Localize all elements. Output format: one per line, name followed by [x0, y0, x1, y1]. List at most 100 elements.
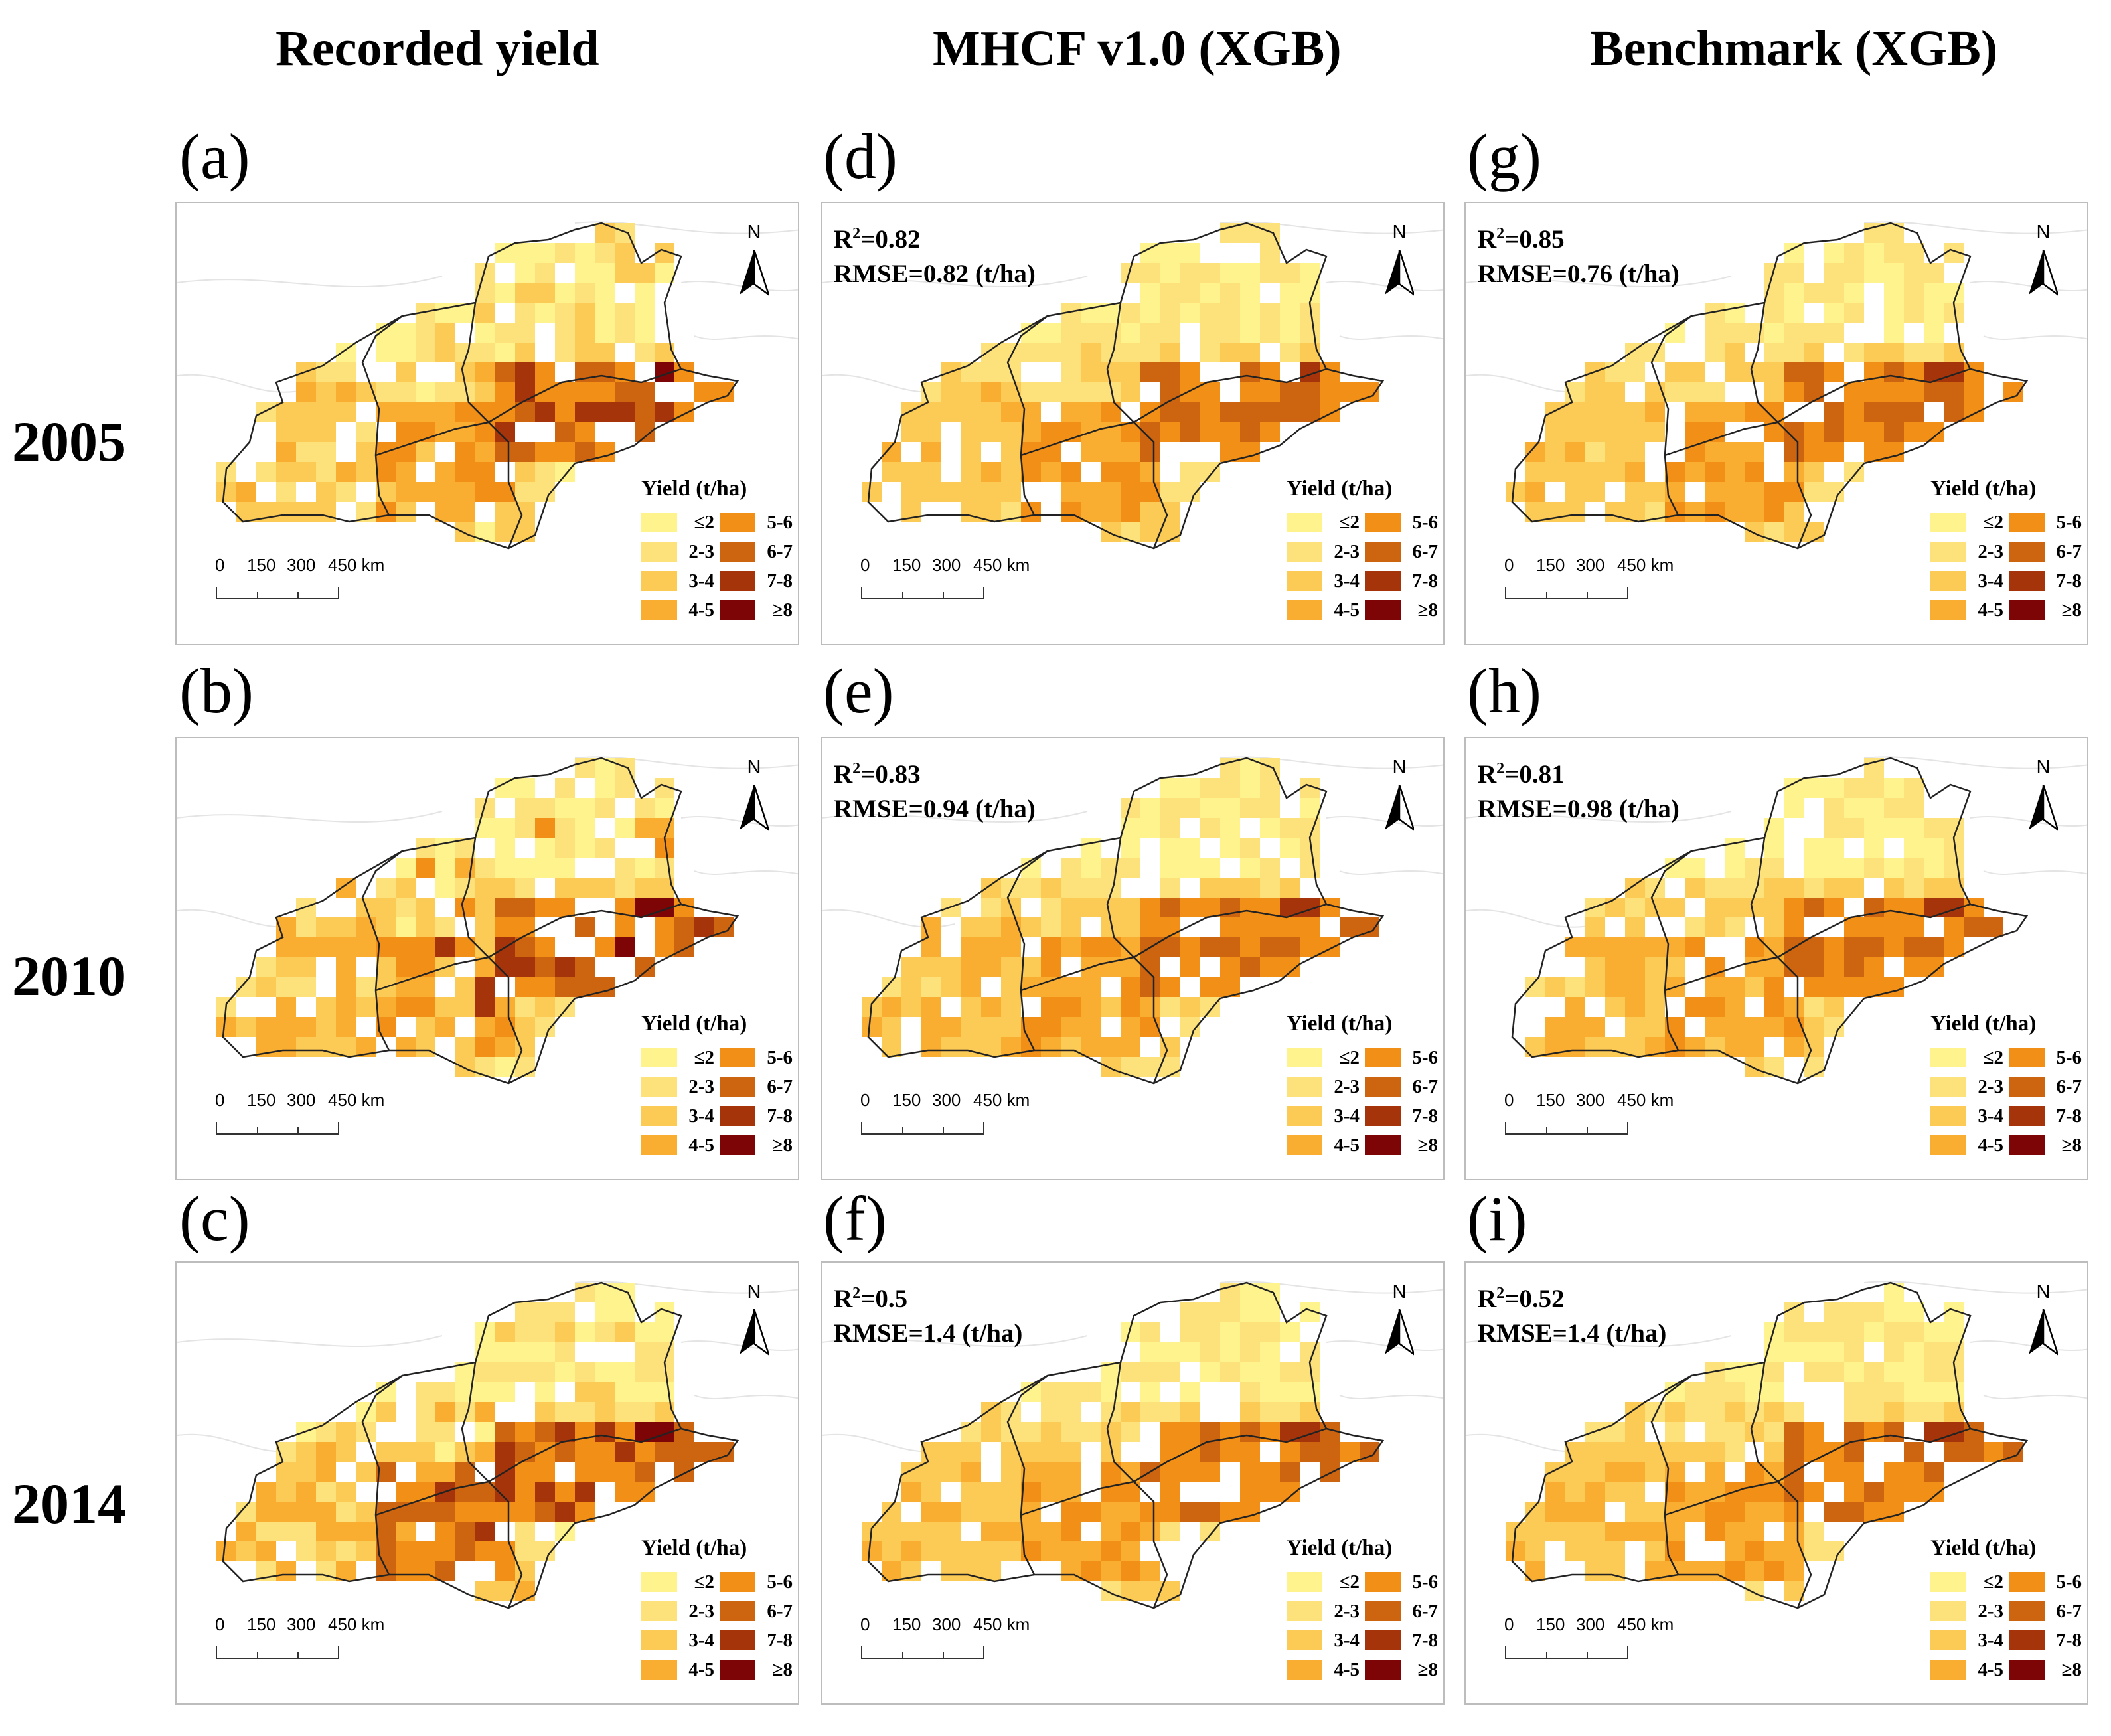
yield-cell — [961, 1541, 981, 1561]
yield-cell — [655, 1342, 674, 1362]
north-arrow-icon — [740, 785, 769, 831]
legend-label: 7-8 — [767, 570, 793, 592]
legend-item: 4-5 — [1287, 1134, 1362, 1156]
yield-cell — [1081, 303, 1101, 323]
yield-cell — [376, 1522, 396, 1541]
legend-label: ≤2 — [1339, 512, 1360, 533]
yield-cell — [1784, 502, 1804, 522]
yield-cell — [1101, 997, 1121, 1017]
yield-cell — [1904, 1442, 1924, 1462]
yield-cell — [1645, 402, 1665, 422]
yield-cell — [1944, 1382, 1964, 1402]
yield-cell — [1041, 997, 1061, 1017]
yield-cell — [555, 283, 575, 303]
province-boundary — [1664, 956, 1778, 992]
yield-cell — [276, 402, 296, 422]
yield-cell — [1864, 263, 1884, 283]
yield-cell — [435, 402, 455, 422]
yield-cell — [1605, 1462, 1625, 1482]
yield-cell — [1180, 1342, 1200, 1362]
yield-cell — [1160, 1462, 1180, 1482]
yield-cell — [1041, 1037, 1061, 1057]
yield-cell — [1160, 1482, 1180, 1502]
yield-cell — [216, 1017, 236, 1037]
yield-cell — [1061, 1017, 1081, 1037]
yield-cell — [296, 1017, 316, 1037]
yield-cell — [941, 957, 961, 977]
yield-cell — [1001, 878, 1021, 898]
yield-cell — [316, 462, 336, 482]
yield-cell — [1160, 1522, 1180, 1541]
yield-cell — [1041, 462, 1061, 482]
legend-item: 6-7 — [720, 540, 795, 563]
yield-cell — [901, 977, 921, 997]
yield-cell — [455, 1057, 475, 1077]
row-label-2014: 2014 — [12, 1472, 126, 1536]
yield-cell — [1804, 283, 1824, 303]
yield-cell — [1260, 1382, 1280, 1402]
yield-cell — [1545, 1482, 1565, 1502]
yield-map — [822, 221, 1443, 550]
yield-cell — [256, 1541, 276, 1561]
yield-cell — [615, 243, 635, 263]
yield-cell — [1300, 818, 1320, 838]
yield-cell — [435, 1402, 455, 1422]
yield-cell — [296, 382, 316, 402]
legend-swatch — [720, 1660, 755, 1680]
yield-cell — [1745, 522, 1764, 542]
scale-tick-label: 0 — [215, 1615, 225, 1634]
yield-cell — [1300, 382, 1320, 402]
yield-cell — [1180, 462, 1200, 482]
yield-cell — [575, 1402, 595, 1422]
yield-cell — [1884, 798, 1904, 818]
yield-cell — [1280, 1362, 1300, 1382]
yield-cell — [595, 937, 615, 957]
model-stats: R2=0.5 RMSE=1.4 (t/ha) — [834, 1276, 1022, 1351]
yield-cell — [1705, 1462, 1725, 1482]
yield-cell — [1140, 343, 1160, 362]
yield-cell — [475, 1382, 495, 1402]
yield-cell — [1200, 878, 1220, 898]
yield-cell — [1764, 1422, 1784, 1442]
legend-item: 2-3 — [1287, 540, 1362, 563]
yield-cell — [1804, 957, 1824, 977]
yield-cell — [981, 1522, 1001, 1541]
yield-cell — [981, 1502, 1001, 1522]
yield-cell — [515, 997, 535, 1017]
yield-cell — [1824, 283, 1844, 303]
province-boundary — [1133, 368, 1327, 424]
yield-cell — [1725, 482, 1745, 502]
yield-cell — [595, 402, 615, 422]
legend-label: 7-8 — [2056, 570, 2082, 592]
yield-cell — [1200, 1342, 1220, 1362]
yield-cell — [535, 1382, 555, 1402]
panel-label: (a) — [179, 121, 250, 192]
province-boundary — [1750, 302, 1778, 423]
yield-cell — [1180, 997, 1200, 1017]
yield-cell — [1844, 1362, 1864, 1382]
yield-cell — [416, 858, 435, 878]
yield-cell — [1665, 1561, 1685, 1581]
legend-swatch — [720, 1106, 755, 1126]
legend-item: 2-3 — [1287, 1075, 1362, 1098]
yield-cell — [1300, 1442, 1320, 1462]
yield-cell — [1725, 878, 1745, 898]
yield-cell — [1320, 1462, 1340, 1482]
yield-cell — [316, 362, 336, 382]
yield-cell — [1200, 898, 1220, 917]
yield-grid — [1525, 758, 2003, 1077]
yield-cell — [1280, 1382, 1300, 1402]
map-panel: N Yield (t/ha) ≤2 2-3 3-4 4-5 5-6 6-7 7-8 ≥8 0 150 3… — [175, 1261, 799, 1705]
yield-cell — [1300, 1342, 1320, 1362]
legend-swatch — [2009, 600, 2045, 620]
yield-cell — [1705, 442, 1725, 462]
legend-label: ≥8 — [1417, 599, 1438, 621]
yield-cell — [1764, 878, 1784, 898]
yield-cell — [1121, 1017, 1140, 1037]
yield-cell — [1220, 343, 1240, 362]
yield-cell — [1260, 1342, 1280, 1362]
yield-cell — [961, 362, 981, 382]
legend-item: 5-6 — [2009, 511, 2084, 534]
yield-cell — [336, 1017, 356, 1037]
scale-tick-label: 450 km — [973, 555, 1030, 575]
